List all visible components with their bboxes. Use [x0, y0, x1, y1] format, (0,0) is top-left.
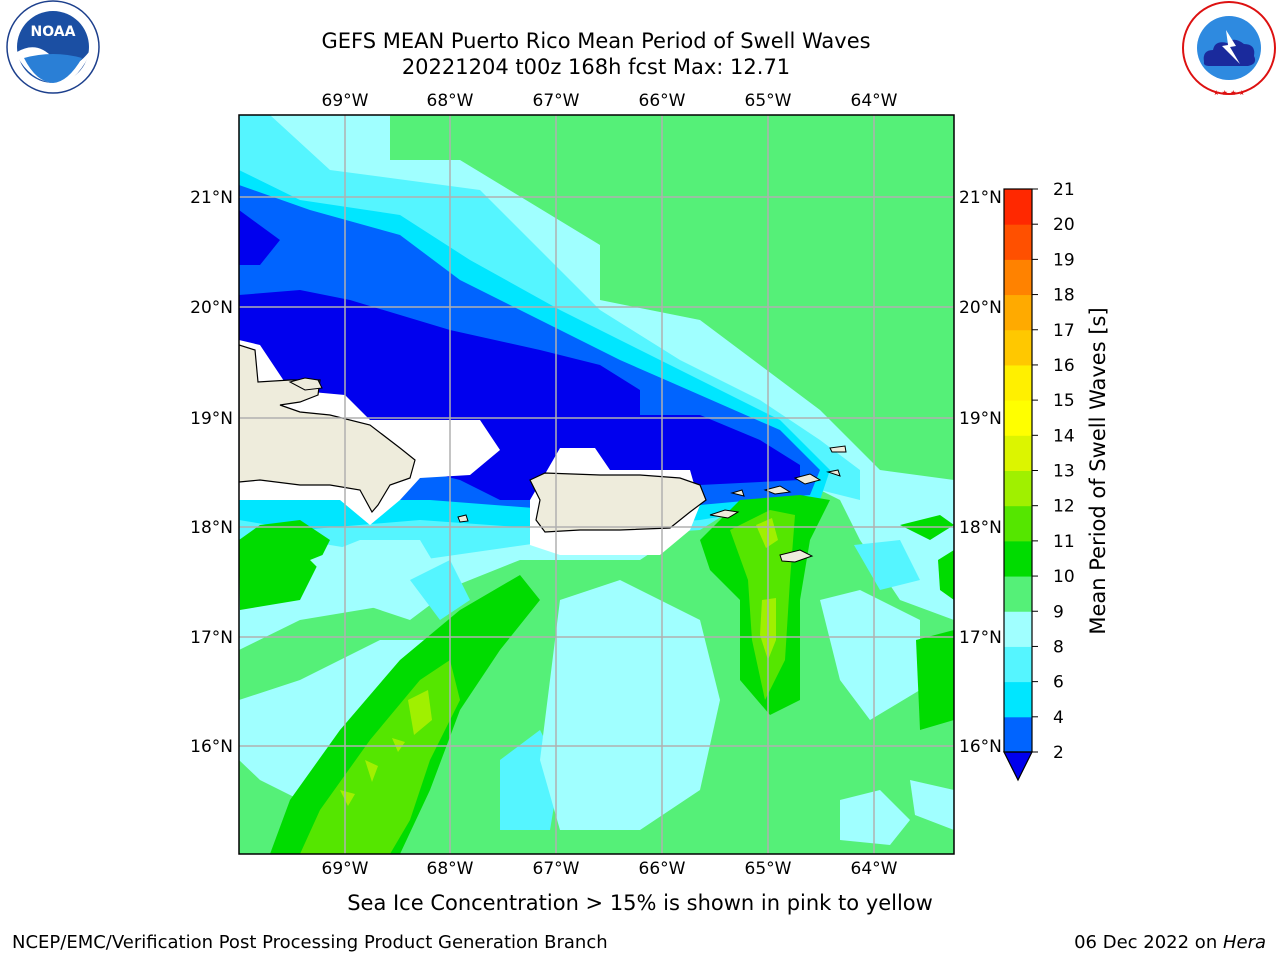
colorbar-extend-min	[1003, 751, 1033, 782]
colorbar-tick-label: 19	[1053, 250, 1075, 270]
lat-label-left: 18°N	[190, 518, 233, 538]
colorbar-tick-label: 21	[1053, 180, 1075, 200]
lat-label-right: 20°N	[959, 298, 1002, 318]
lon-label-top: 68°W	[427, 91, 474, 111]
colorbar-segment	[1004, 646, 1032, 683]
footer-date: 06 Dec 2022 on Hera	[1074, 932, 1266, 953]
lon-label-bottom: 69°W	[322, 859, 369, 879]
colorbar-segment	[1004, 294, 1032, 331]
colorbar-segment	[1004, 259, 1032, 296]
colorbar-tick-label: 4	[1053, 708, 1064, 728]
colorbar-segment	[1004, 611, 1032, 647]
colorbar-tick-label: 17	[1053, 321, 1075, 341]
colorbar-segment	[1004, 470, 1032, 507]
lat-label-right: 21°N	[959, 188, 1002, 208]
lat-label-right: 16°N	[959, 737, 1002, 757]
lon-label-top: 67°W	[533, 91, 580, 111]
footer-date-text: 06 Dec 2022 on	[1074, 932, 1223, 953]
lon-label-top: 69°W	[322, 91, 369, 111]
map-frame	[238, 114, 955, 855]
lon-label-bottom: 64°W	[851, 859, 898, 879]
colorbar-tick-label: 12	[1053, 497, 1075, 517]
colorbar-segment	[1004, 224, 1032, 260]
colorbar-segment	[1004, 400, 1032, 436]
lon-label-bottom: 66°W	[639, 859, 686, 879]
map-gridlines	[239, 115, 954, 854]
chart-title: GEFS MEAN Puerto Rico Mean Period of Swe…	[321, 29, 871, 53]
noaa-logo: NOAA	[6, 0, 100, 94]
colorbar-tick-label: 15	[1053, 391, 1075, 411]
chart-subtitle: 20221204 t00z 168h fcst Max: 12.71	[401, 55, 791, 79]
colorbar-tick-label: 20	[1053, 215, 1075, 235]
colorbar-tick-label: 11	[1053, 532, 1075, 552]
colorbar-tick-label: 9	[1053, 602, 1064, 622]
colorbar-segment	[1004, 329, 1032, 366]
lon-label-bottom: 68°W	[427, 859, 474, 879]
colorbar-tick-label: 18	[1053, 286, 1075, 306]
lat-label-right: 17°N	[959, 628, 1002, 648]
lat-label-right: 18°N	[959, 518, 1002, 538]
colorbar-ticks: 2 4 6 8 9 10 11 12 13 14 15 16 17 18 19 20 21	[1032, 180, 1075, 763]
footer-credit: NCEP/EMC/Verification Post Processing Pr…	[12, 932, 608, 953]
lat-label-left: 16°N	[190, 737, 233, 757]
colorbar-tick-label: 6	[1053, 673, 1064, 693]
nws-logo: ★ ★ ★ ★	[1182, 1, 1276, 97]
colorbar-segment	[1004, 716, 1032, 753]
lon-label-top: 64°W	[851, 91, 898, 111]
lat-label-left: 17°N	[190, 628, 233, 648]
colorbar-segment	[1004, 189, 1032, 225]
colorbar	[1003, 188, 1033, 782]
colorbar-segment	[1004, 435, 1032, 471]
footer-host: Hera	[1222, 932, 1266, 953]
colorbar-segment	[1004, 505, 1032, 542]
noaa-logo-text: NOAA	[31, 24, 76, 40]
contour-fields	[239, 115, 954, 854]
svg-text:★ ★ ★ ★: ★ ★ ★ ★	[1213, 89, 1245, 97]
colorbar-tick-label: 8	[1053, 637, 1064, 657]
colorbar-segment	[1004, 681, 1032, 718]
lon-label-bottom: 67°W	[533, 859, 580, 879]
colorbar-tick-label: 10	[1053, 567, 1075, 587]
colorbar-tick-label: 16	[1053, 356, 1075, 376]
lat-label-left: 21°N	[190, 188, 233, 208]
lon-label-bottom: 65°W	[745, 859, 792, 879]
colorbar-segment	[1004, 576, 1032, 612]
lat-label-left: 20°N	[190, 298, 233, 318]
sea-ice-note: Sea Ice Concentration > 15% is shown in …	[347, 891, 933, 915]
lat-label-left: 19°N	[190, 409, 233, 429]
colorbar-tick-label: 13	[1053, 462, 1075, 482]
lat-label-right: 19°N	[959, 409, 1002, 429]
lon-label-top: 65°W	[745, 91, 792, 111]
colorbar-label: Mean Period of Swell Waves [s]	[1086, 307, 1110, 634]
colorbar-tick-label: 14	[1053, 426, 1075, 446]
colorbar-segment	[1004, 540, 1032, 577]
lon-label-top: 66°W	[639, 91, 686, 111]
colorbar-segment	[1004, 364, 1032, 401]
colorbar-tick-label: 2	[1053, 743, 1064, 763]
